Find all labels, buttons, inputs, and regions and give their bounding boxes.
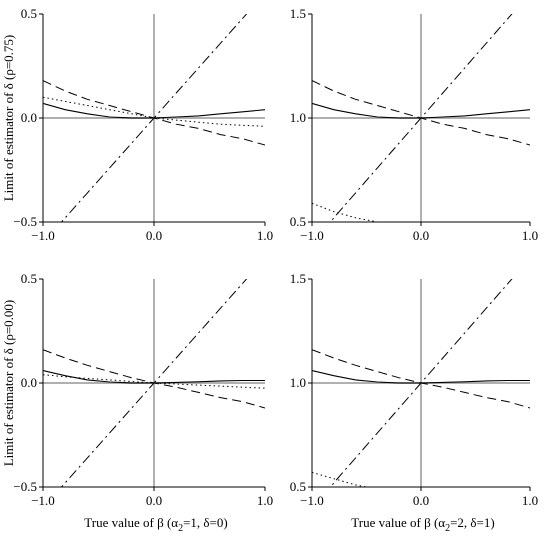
y-tick-label: 1.5 <box>290 6 306 21</box>
x-tick-label: −1.0 <box>31 228 55 243</box>
x-tick-label: −1.0 <box>300 228 324 243</box>
y-tick-label: −0.5 <box>13 479 37 494</box>
panels: −0.50.00.5−1.0 0.0 1.00.51.01.5−1.0 0.0 1.0−… <box>13 6 538 508</box>
y-tick-label: 0.5 <box>21 271 37 286</box>
series-line-dashdot <box>60 279 248 487</box>
series-line-dashdot <box>330 279 513 487</box>
x-tick-label: 0.0 <box>146 228 162 243</box>
series-line-dashdot <box>60 14 248 222</box>
y-tick-label: 1.0 <box>290 375 306 390</box>
x-axis-label-right-sub: 2 <box>445 523 450 534</box>
x-axis-label-right-rest: =2, δ=1) <box>450 515 495 530</box>
y-tick-label: 0.5 <box>290 214 306 229</box>
panel-bottom-right: 0.5 1.0 1.5 −1.0 0.0 1.0 <box>290 271 538 508</box>
x-tick-label: 1.0 <box>257 228 273 243</box>
x-axis-label-right-main: True value of β (α <box>351 515 445 530</box>
y-tick-label: −0.5 <box>13 214 37 229</box>
x-axis-label-left-sub: 2 <box>178 523 183 534</box>
series-group <box>43 14 265 222</box>
y-tick-label: 0.5 <box>21 6 37 21</box>
series-line-dotted <box>312 202 378 222</box>
x-tick-label: −1.0 <box>31 493 55 508</box>
y-axis-label-bottom: Limit of estimator of δ (ρ=0.00) <box>1 300 16 467</box>
x-axis-label-left-rest: =1, δ=0) <box>183 515 228 530</box>
series-line-dotted <box>43 374 265 389</box>
x-axis-label-left: True value of β (α2=1, δ=0) <box>84 515 227 534</box>
series-group <box>43 279 265 487</box>
y-tick-label: 1.0 <box>290 110 306 125</box>
x-tick-label: −1.0 <box>300 493 324 508</box>
x-tick-label: 0.0 <box>146 493 162 508</box>
x-tick-label: 0.0 <box>413 228 429 243</box>
y-axis-label-top: Limit of estimator of δ (ρ=0.75) <box>1 35 16 202</box>
series-group <box>312 14 530 222</box>
x-axis-label-right: True value of β (α2=2, δ=1) <box>351 515 494 534</box>
y-tick-label: 1.5 <box>290 271 306 286</box>
x-tick-label: 0.0 <box>413 493 429 508</box>
series-group <box>312 279 530 487</box>
x-axis-label-left-main: True value of β (α <box>84 515 178 530</box>
x-tick-label: 1.0 <box>522 228 538 243</box>
x-tick-label: 1.0 <box>257 493 273 508</box>
y-tick-label: 0.0 <box>21 375 37 390</box>
panel-top-right: 0.5 1.0 1.5 −1.0 0.0 1.0 <box>290 6 538 243</box>
y-tick-label: 0.5 <box>290 479 306 494</box>
x-tick-label: 1.0 <box>522 493 538 508</box>
y-tick-label: 0.0 <box>21 110 37 125</box>
panel-top-left: −0.5 0.0 0.5 −1.0 0.0 1.0 <box>13 6 273 243</box>
panel-bottom-left: −0.5 0.0 0.5 −1.0 0.0 1.0 <box>13 271 273 508</box>
series-line-dashdot <box>330 14 513 222</box>
